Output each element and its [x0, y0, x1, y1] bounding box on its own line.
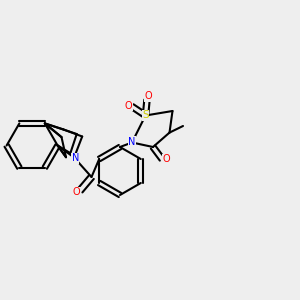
Text: O: O [162, 154, 170, 164]
Text: O: O [124, 100, 132, 111]
Text: O: O [145, 91, 152, 101]
Text: N: N [72, 153, 79, 163]
Text: S: S [142, 110, 149, 121]
Text: O: O [73, 187, 80, 197]
Text: N: N [128, 136, 136, 147]
